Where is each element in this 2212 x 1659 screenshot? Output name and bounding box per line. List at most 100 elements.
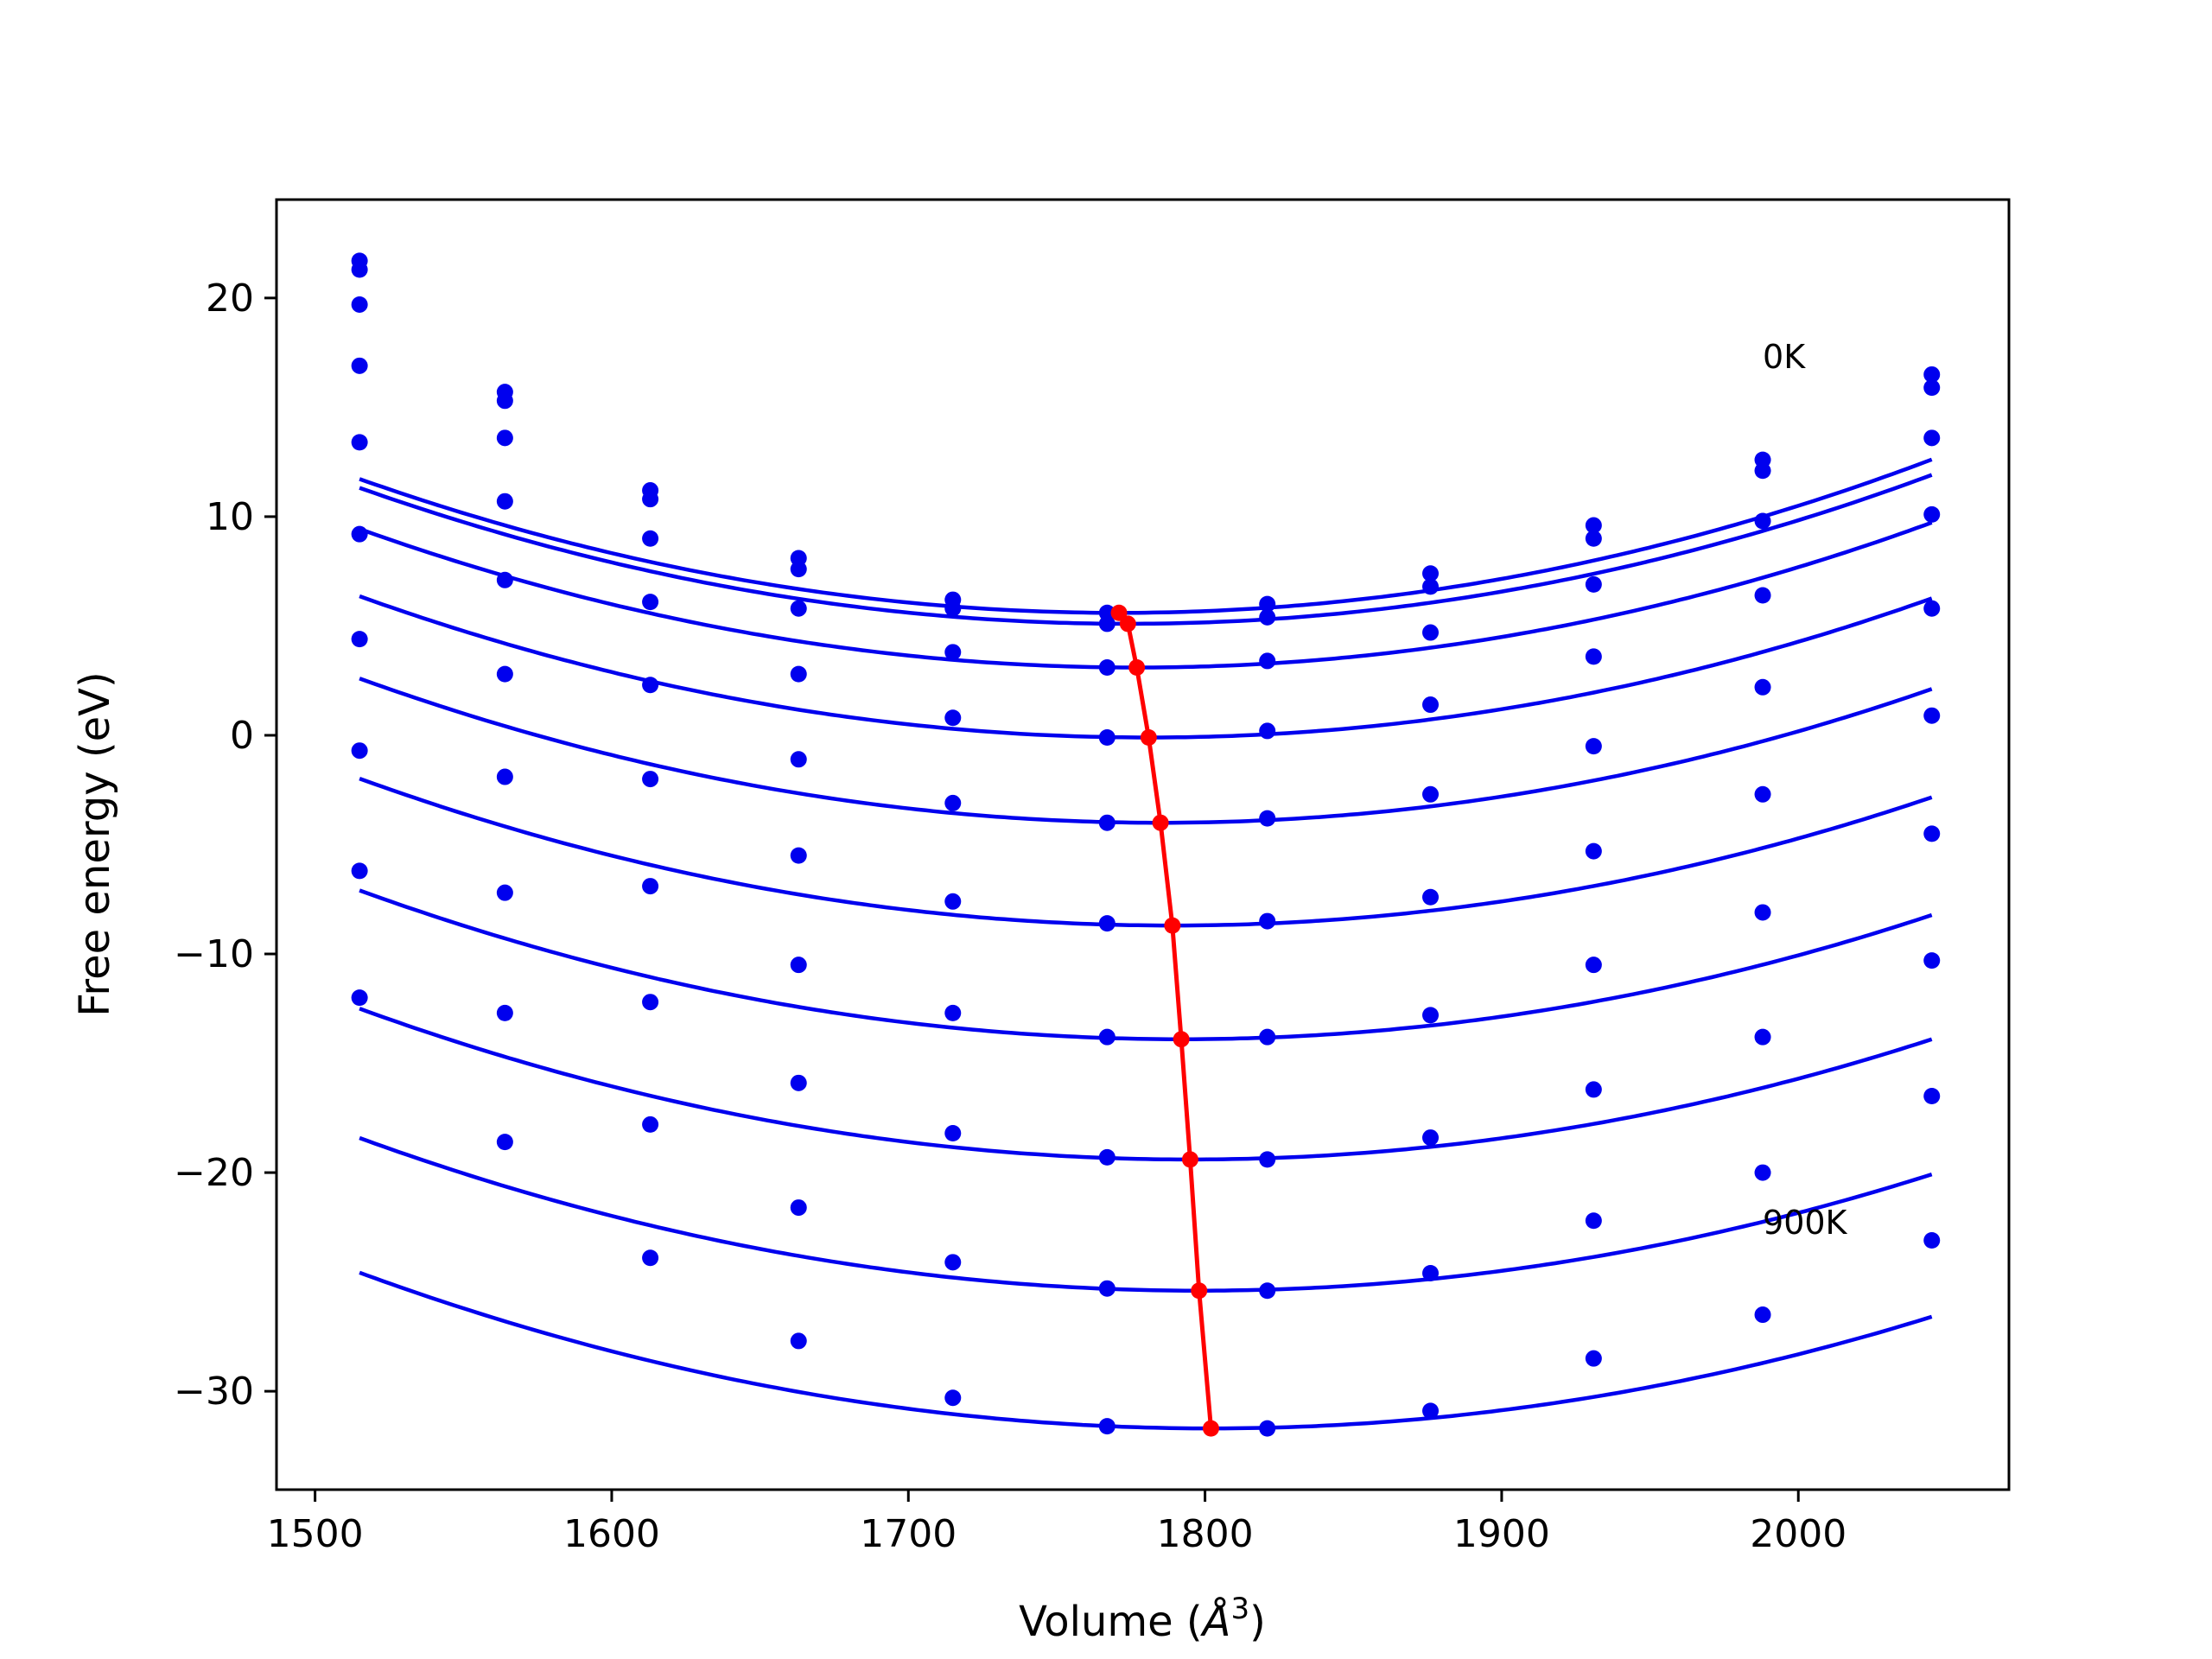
series-line-4 xyxy=(359,677,1933,825)
data-point xyxy=(1259,1420,1276,1437)
annotation-label: 0K xyxy=(1763,338,1806,376)
series-line-2 xyxy=(359,520,1933,670)
data-point xyxy=(1923,379,1941,397)
data-point xyxy=(1585,575,1602,593)
data-point xyxy=(496,493,513,510)
data-point xyxy=(1259,652,1276,670)
data-point xyxy=(1098,1148,1116,1166)
series-line-6 xyxy=(359,888,1933,1041)
data-point xyxy=(1259,608,1276,626)
data-point xyxy=(1585,648,1602,665)
data-point xyxy=(496,884,513,901)
data-point xyxy=(1098,659,1116,677)
data-point xyxy=(944,893,962,910)
data-point xyxy=(944,1125,962,1142)
x-tick-label: 1700 xyxy=(860,1512,957,1556)
minimum-point xyxy=(1202,1420,1219,1437)
minimum-point xyxy=(1119,615,1136,632)
data-point xyxy=(351,989,368,1007)
y-tick-label: −30 xyxy=(174,1370,254,1414)
data-point xyxy=(1754,1164,1771,1181)
data-point xyxy=(1923,429,1941,447)
minimum-point xyxy=(1181,1151,1198,1168)
data-point xyxy=(642,594,659,611)
data-point xyxy=(1923,365,1941,383)
data-point xyxy=(351,296,368,313)
series-line-8 xyxy=(359,1135,1933,1293)
data-point xyxy=(1923,505,1941,523)
minimum-point xyxy=(1173,1031,1190,1048)
data-point xyxy=(944,709,962,727)
data-point xyxy=(496,571,513,588)
data-point xyxy=(1585,842,1602,860)
data-point xyxy=(642,878,659,895)
series-line-7 xyxy=(359,1007,1933,1162)
annotations: 0K 900K xyxy=(1763,338,1848,1242)
data-point xyxy=(1422,1402,1440,1420)
series-line-0 xyxy=(359,457,1933,615)
data-point xyxy=(1585,738,1602,755)
data-point xyxy=(790,957,807,974)
data-point xyxy=(944,644,962,661)
data-point xyxy=(496,1134,513,1151)
data-point xyxy=(1098,915,1116,932)
data-point xyxy=(1422,624,1440,641)
data-point xyxy=(1923,825,1941,842)
series-line-5 xyxy=(359,776,1933,928)
x-tick-label: 1800 xyxy=(1157,1512,1254,1556)
data-point xyxy=(1754,462,1771,480)
y-tick-label: 10 xyxy=(206,495,254,539)
data-point xyxy=(1422,1129,1440,1147)
data-point xyxy=(351,434,368,451)
minimum-point xyxy=(1110,604,1128,621)
data-point xyxy=(1585,1081,1602,1098)
data-point xyxy=(1754,904,1771,921)
minimum-path-line xyxy=(1117,611,1213,1429)
minimum-point xyxy=(1191,1282,1208,1300)
data-point xyxy=(1754,512,1771,530)
data-point xyxy=(1422,1007,1440,1024)
minimum-point xyxy=(1164,917,1181,934)
data-point xyxy=(351,525,368,543)
data-point xyxy=(944,1004,962,1021)
y-axis-label: Free energy (eV) xyxy=(71,671,119,1016)
minimum-point xyxy=(1128,659,1146,677)
data-point xyxy=(351,862,368,880)
data-point xyxy=(1259,912,1276,930)
data-point xyxy=(1585,517,1602,534)
data-point xyxy=(790,600,807,617)
data-point xyxy=(1422,785,1440,803)
data-point xyxy=(1098,814,1116,831)
data-point xyxy=(642,994,659,1011)
data-point xyxy=(790,1199,807,1217)
x-tick-label: 1600 xyxy=(563,1512,660,1556)
data-point xyxy=(1923,952,1941,969)
data-point xyxy=(496,392,513,410)
x-tick-label: 1500 xyxy=(267,1512,364,1556)
data-point xyxy=(1754,785,1771,803)
data-point xyxy=(1585,1212,1602,1230)
series-line-1 xyxy=(359,473,1933,626)
data-point xyxy=(351,357,368,374)
data-point xyxy=(1585,530,1602,547)
data-point xyxy=(1754,678,1771,696)
data-point xyxy=(642,1116,659,1133)
data-point xyxy=(351,261,368,278)
minimum-point xyxy=(1152,814,1169,831)
data-point xyxy=(1259,1028,1276,1046)
data-point xyxy=(1259,1151,1276,1168)
data-point xyxy=(496,665,513,683)
data-point xyxy=(1923,1232,1941,1249)
data-point xyxy=(1098,1028,1116,1046)
data-point xyxy=(1098,1280,1116,1297)
data-point xyxy=(1754,1028,1771,1046)
data-point xyxy=(642,491,659,508)
data-point xyxy=(1422,578,1440,595)
x-tick-label: 1900 xyxy=(1453,1512,1550,1556)
data-point xyxy=(1923,1088,1941,1105)
plot-area xyxy=(351,252,1941,1437)
axis-ticks: 1500 1600 1700 1800 1900 2000 −30 −20 −10 0 10 20 xyxy=(174,276,1847,1556)
data-point xyxy=(1923,600,1941,617)
series-line-9 xyxy=(359,1270,1933,1431)
